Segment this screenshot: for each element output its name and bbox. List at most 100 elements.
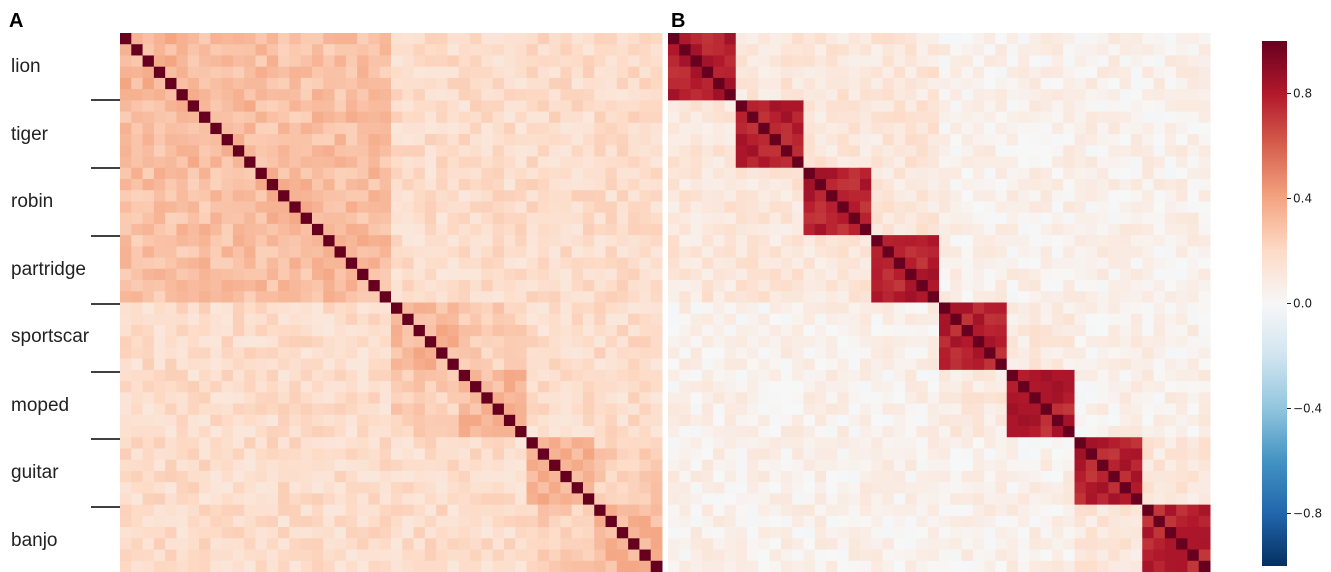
heatmap-a-cell [142, 66, 155, 79]
heatmap-a-cell [549, 291, 561, 303]
heatmap-b-cell [859, 223, 872, 236]
heatmap-a-cell [582, 459, 595, 472]
heatmap-b-cell [916, 437, 929, 449]
heatmap-b-cell [1063, 190, 1075, 202]
heatmap-a-cell [526, 268, 539, 281]
heatmap-a-cell [560, 560, 573, 572]
heatmap-b-cell [780, 437, 793, 449]
heatmap-b-cell [1108, 336, 1121, 348]
heatmap-a-cell [120, 448, 132, 461]
heatmap-b-cell [713, 381, 725, 393]
heatmap-a-cell [289, 549, 302, 562]
heatmap-a-cell [176, 482, 189, 494]
heatmap-b-cell [701, 77, 714, 90]
heatmap-b-cell [1164, 482, 1177, 494]
heatmap-a-cell [300, 66, 313, 79]
heatmap-b-cell [1164, 515, 1177, 528]
heatmap-b-cell [724, 100, 737, 113]
heatmap-a-cell [424, 268, 437, 281]
heatmap-a-cell [515, 392, 527, 405]
row-label-tiger: tiger [11, 124, 49, 145]
heatmap-a-cell [165, 482, 177, 494]
heatmap-a-cell [165, 134, 177, 146]
heatmap-b-cell [1119, 426, 1132, 438]
heatmap-b-cell [927, 44, 940, 56]
heatmap-b-cell [1108, 538, 1121, 551]
heatmap-a-cell [165, 347, 177, 360]
heatmap-b-cell [679, 178, 692, 191]
heatmap-a-cell [424, 145, 437, 158]
heatmap-a-cell [210, 515, 223, 528]
heatmap-a-cell [199, 235, 211, 247]
heatmap-a-cell [447, 515, 460, 528]
heatmap-a-cell [413, 33, 426, 45]
heatmap-a-cell [650, 44, 663, 56]
heatmap-a-cell [311, 235, 324, 247]
heatmap-b-cell [1130, 515, 1143, 528]
heatmap-a-cell [289, 156, 302, 169]
heatmap-b-cell [758, 448, 771, 461]
heatmap-a-cell [549, 448, 561, 461]
heatmap-b-cell [1164, 324, 1177, 337]
heatmap-b-cell [961, 369, 974, 382]
heatmap-a-cell [413, 280, 426, 292]
heatmap-b-cell [1040, 291, 1053, 303]
heatmap-b-cell [713, 156, 725, 169]
heatmap-b-cell [747, 336, 759, 348]
heatmap-a-cell [515, 347, 527, 360]
heatmap-a-cell [424, 33, 437, 45]
heatmap-b-cell [1074, 89, 1087, 101]
heatmap-a-cell [560, 190, 573, 202]
heatmap-a-cell [131, 100, 144, 113]
heatmap-a-cell [424, 201, 437, 214]
heatmap-b-cell [1006, 493, 1019, 506]
heatmap-a-cell [278, 33, 290, 45]
heatmap-a-cell [278, 358, 290, 371]
heatmap-b-cell [826, 122, 838, 135]
heatmap-a-cell [221, 235, 234, 247]
heatmap-a-cell [357, 55, 369, 68]
heatmap-a-cell [187, 33, 200, 45]
heatmap-a-cell [210, 55, 223, 68]
heatmap-b-cell [826, 448, 838, 461]
heatmap-b-cell [1074, 437, 1087, 449]
heatmap-b-cell [1097, 560, 1109, 572]
heatmap-b-cell [859, 235, 872, 247]
heatmap-a-cell [142, 302, 155, 315]
heatmap-b-cell [668, 347, 680, 360]
heatmap-a-cell [582, 246, 595, 259]
heatmap-a-cell [323, 538, 336, 551]
heatmap-a-cell [120, 291, 132, 303]
heatmap-b-cell [735, 134, 748, 146]
heatmap-b-cell [1119, 347, 1132, 360]
heatmap-a-cell [413, 515, 426, 528]
heatmap-b-cell [792, 504, 804, 517]
heatmap-a-cell [526, 201, 539, 214]
heatmap-a-cell [571, 122, 584, 135]
heatmap-b-cell [679, 145, 692, 158]
heatmap-b-cell [882, 313, 895, 326]
heatmap-a-cell [187, 549, 200, 562]
heatmap-a-cell [131, 493, 144, 506]
heatmap-b-cell [713, 538, 725, 551]
heatmap-b-cell [1187, 302, 1200, 315]
heatmap-b-cell [1074, 336, 1087, 348]
heatmap-b-cell [1198, 324, 1211, 337]
heatmap-b-cell [780, 201, 793, 214]
heatmap-a-cell [176, 201, 189, 214]
heatmap-b-cell [961, 178, 974, 191]
heatmap-b-cell [871, 156, 884, 169]
heatmap-a-cell [537, 201, 550, 214]
heatmap-b-cell [950, 66, 963, 79]
heatmap-b-cell [769, 145, 782, 158]
heatmap-a-cell [153, 246, 166, 259]
heatmap-a-cell [515, 313, 527, 326]
heatmap-a-cell [492, 369, 505, 382]
heatmap-b-cell [927, 426, 940, 438]
heatmap-b-cell [1051, 77, 1064, 90]
heatmap-a-cell [131, 44, 144, 56]
heatmap-b-cell [780, 178, 793, 191]
heatmap-b-cell [1130, 190, 1143, 202]
heatmap-b-cell [1051, 212, 1064, 225]
heatmap-a-cell [187, 190, 200, 202]
